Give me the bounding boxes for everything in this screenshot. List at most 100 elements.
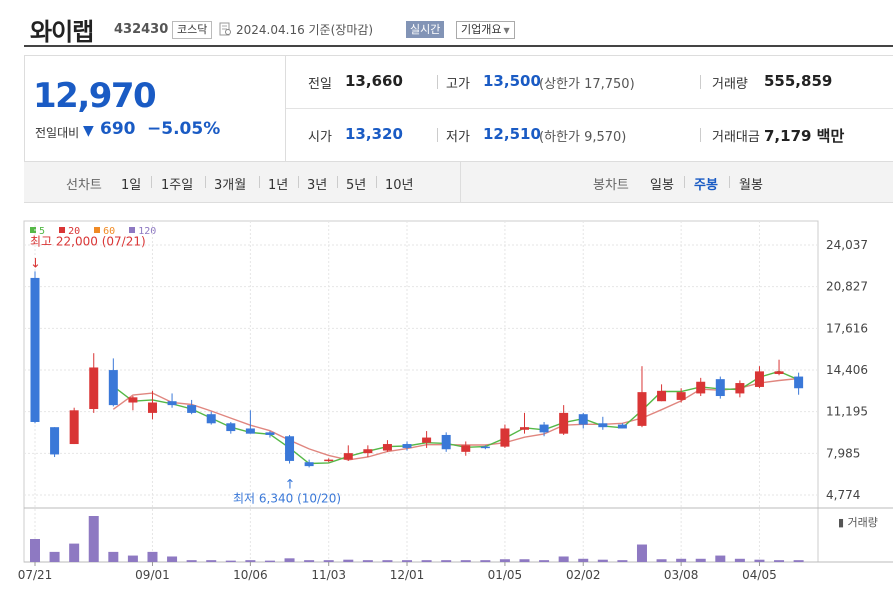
y-tick-label: 11,195: [826, 405, 868, 419]
row-divider: [286, 108, 893, 109]
candle-body: [89, 367, 99, 410]
volume-bar: [774, 560, 785, 562]
x-tick-label: 09/01: [135, 568, 170, 582]
legend-item-ma120[interactable]: 120: [129, 226, 156, 237]
x-tick-label: 01/05: [488, 568, 523, 582]
tab-weekly[interactable]: 주봉: [694, 178, 718, 193]
candle-body: [520, 427, 529, 430]
x-tick-label: 03/08: [664, 568, 699, 582]
legend-label: 120: [138, 226, 157, 237]
legend-label: 5: [39, 226, 46, 237]
candle-body: [402, 444, 412, 448]
candle-body: [147, 402, 157, 413]
separator: [337, 176, 338, 188]
stock-name: 와이랩: [30, 18, 94, 46]
separator: [437, 75, 438, 89]
live-button[interactable]: 실시간: [406, 21, 445, 38]
tab-3m[interactable]: 3개월: [214, 178, 247, 193]
volume-bar: [304, 560, 315, 562]
x-tick-label: 11/03: [311, 568, 346, 582]
low-label: 저가: [446, 130, 470, 145]
prev-close-value: 13,660: [345, 72, 403, 90]
separator: [437, 128, 438, 142]
low-annotation: 최저 6,340 (10/20): [233, 492, 341, 506]
tab-1d[interactable]: 1일: [121, 178, 142, 193]
y-tick-label: 14,406: [826, 363, 868, 377]
candle-body: [50, 427, 60, 455]
company-overview-dropdown[interactable]: 기업개요 ▼: [456, 21, 515, 39]
candle-body: [285, 436, 295, 461]
tab-10y[interactable]: 10년: [385, 178, 414, 193]
separator: [376, 176, 377, 188]
market-badge: 코스닥: [172, 21, 213, 39]
x-tick-label: 04/05: [742, 568, 777, 582]
x-tick-label: 10/06: [233, 568, 268, 582]
separator: [259, 176, 260, 188]
volume-bar: [30, 539, 40, 562]
volume-bar: [617, 560, 628, 562]
volume-label: 거래량: [712, 77, 748, 92]
high-label: 고가: [446, 77, 470, 92]
quote-panel: 12,970 전일대비 ▼ 690 −5.05% 전일 13,660 고가 13…: [24, 55, 893, 162]
volume-bar: [480, 560, 491, 562]
candle-body: [500, 428, 510, 447]
volume-bar: [597, 559, 608, 562]
open-label: 시가: [308, 130, 332, 145]
volume-bar: [499, 559, 510, 562]
y-tick-label: 24,037: [826, 238, 868, 252]
high-value: 13,500: [483, 72, 541, 90]
volume-bar: [421, 560, 432, 562]
tab-3y[interactable]: 3년: [307, 178, 328, 193]
volume-bar: [206, 560, 217, 562]
volume-bar: [460, 560, 471, 562]
candle-body: [343, 453, 353, 460]
volume-bar: [49, 551, 60, 562]
volume-bar: [167, 556, 178, 562]
volume-value: 555,859: [764, 72, 833, 90]
stock-code: 432430: [114, 22, 169, 37]
candle-body: [696, 381, 706, 394]
stock-chart[interactable]: 24,037 20,827 17,616 14,406 11,195 7,985 4,774…: [0, 205, 893, 605]
y-tick-label: 20,827: [826, 280, 868, 294]
tab-5y[interactable]: 5년: [346, 178, 367, 193]
volume-bar: [636, 544, 647, 562]
volume-bar: [578, 558, 589, 562]
candle-body: [187, 405, 197, 413]
open-value: 13,320: [345, 125, 403, 143]
tab-daily[interactable]: 일봉: [650, 178, 674, 193]
volume-bar: [656, 559, 667, 562]
x-tick-label: 02/02: [566, 568, 601, 582]
tab-1w[interactable]: 1주일: [161, 178, 194, 193]
candle-body: [578, 414, 588, 425]
candle-body: [480, 446, 490, 449]
y-tick-label: 17,616: [826, 321, 868, 335]
volume-bar: [108, 551, 119, 562]
volume-bar: [441, 560, 452, 562]
candle-body: [657, 390, 667, 402]
candle-chart-label: 봉차트: [593, 178, 629, 193]
candle-body: [324, 459, 334, 462]
volume-bar: [793, 560, 804, 562]
separator: [205, 176, 206, 188]
separator: [700, 75, 701, 89]
y-tick-label: 4,774: [826, 488, 860, 502]
legend-item-ma20[interactable]: 20: [59, 226, 80, 237]
volume-bar: [519, 559, 530, 562]
volume-bar: [715, 555, 726, 562]
quote-date: 2024.04.16 기준(장마감): [236, 23, 374, 37]
candle-body: [206, 414, 216, 424]
candle-body: [754, 371, 764, 387]
header-divider: [24, 45, 893, 47]
low-value: 12,510: [483, 125, 541, 143]
candle-body: [735, 383, 745, 394]
legend-item-ma60[interactable]: 60: [94, 226, 115, 237]
tab-monthly[interactable]: 월봉: [739, 178, 763, 193]
tab-1y[interactable]: 1년: [268, 178, 289, 193]
candle-body: [265, 432, 275, 435]
candle-body: [108, 370, 118, 406]
legend-label: 20: [68, 226, 81, 237]
candle-body: [245, 428, 255, 434]
volume-bar: [323, 560, 334, 562]
legend-item-ma5[interactable]: 5: [30, 226, 45, 237]
change-rate: −5.05%: [147, 119, 221, 139]
